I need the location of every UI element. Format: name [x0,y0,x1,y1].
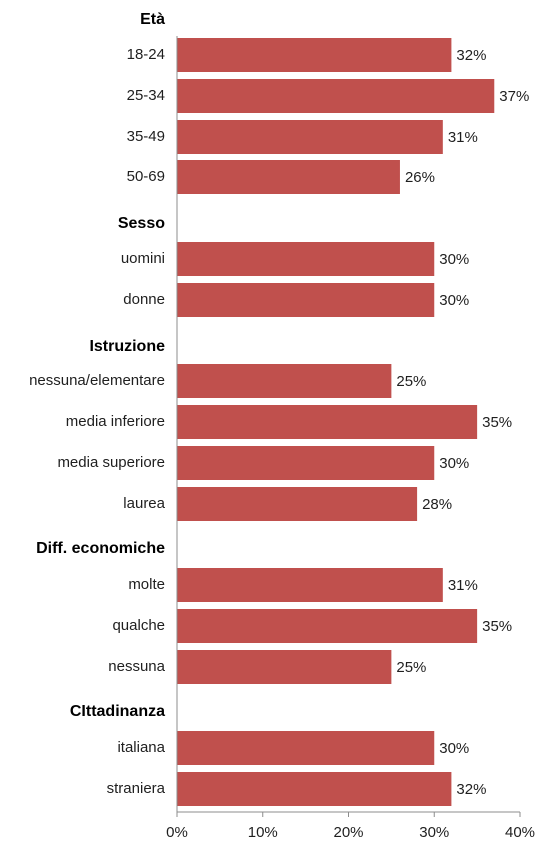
value-label: 31% [448,129,478,146]
bar [177,568,443,602]
value-label: 28% [422,496,452,513]
category-label: 18-24 [127,46,165,63]
category-label: media superiore [57,454,165,471]
bar-group: Età 18-24 32% 25-34 37% 35-49 31% 50-69 26% [127,11,529,194]
bar [177,364,392,398]
bar [177,283,435,317]
category-label: nessuna/elementare [29,372,165,389]
category-label: uomini [121,250,165,267]
value-label: 26% [405,169,435,186]
value-label: 31% [448,577,478,594]
value-label: 25% [396,659,426,676]
value-label: 32% [456,781,486,798]
value-label: 37% [499,88,529,105]
x-tick-label: 0% [166,824,188,841]
value-label: 30% [439,292,469,309]
category-label: molte [128,576,165,593]
bar [177,446,435,480]
bar [177,487,418,521]
bar [177,79,495,113]
value-label: 30% [439,455,469,472]
group-title: Sesso [118,215,165,232]
x-tick-label: 40% [505,824,535,841]
bar-group: Diff. economiche molte 31% qualche 35% nessun… [36,540,512,684]
bar [177,731,435,765]
value-label: 30% [439,251,469,268]
bar [177,160,400,194]
category-label: donne [123,291,165,308]
bar-group: CIttadinanza italiana 30% straniera 32% [70,703,486,806]
x-axis: 0% 10% 20% 30% 40% [166,811,535,841]
bar-group: Istruzione nessuna/elementare 25% media inf… [29,338,512,521]
group-title: CIttadinanza [70,703,165,720]
bar [177,38,452,72]
group-title: Diff. economiche [36,540,165,557]
value-label: 35% [482,414,512,431]
value-label: 35% [482,618,512,635]
category-label: media inferiore [66,413,165,430]
x-tick-label: 20% [333,824,363,841]
x-tick-label: 10% [248,824,278,841]
bar [177,772,452,806]
value-label: 30% [439,740,469,757]
bar [177,609,478,643]
bar [177,650,392,684]
value-label: 32% [456,47,486,64]
category-label: 35-49 [127,128,165,145]
category-label: italiana [117,739,165,756]
bar-group: Sesso uomini 30% donne 30% [118,215,469,317]
group-title: Età [140,11,165,28]
value-label: 25% [396,373,426,390]
category-label: 50-69 [127,168,165,185]
group-title: Istruzione [89,338,165,355]
category-label: straniera [107,780,166,797]
plot-area: Età 18-24 32% 25-34 37% 35-49 31% 50-69 26% Sesso… [29,11,529,812]
bar [177,405,478,439]
x-tick-label: 30% [419,824,449,841]
category-label: laurea [123,495,165,512]
bar [177,120,443,154]
bar [177,242,435,276]
category-label: qualche [112,617,165,634]
category-label: nessuna [108,658,165,675]
category-label: 25-34 [127,87,165,104]
